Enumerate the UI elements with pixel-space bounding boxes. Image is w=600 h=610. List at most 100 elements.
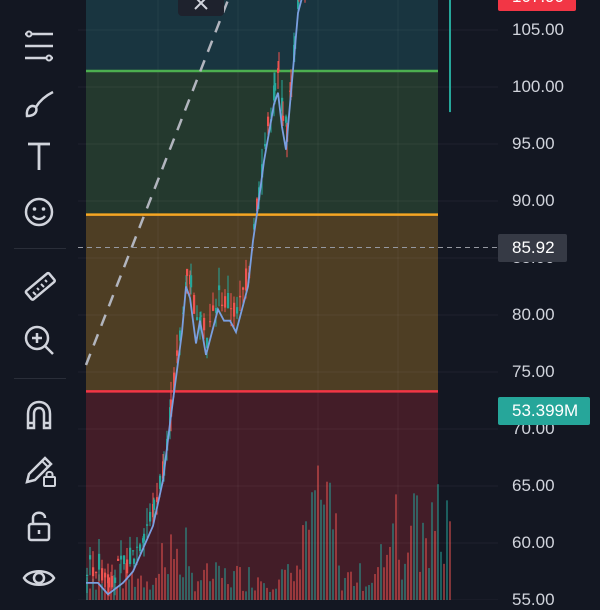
- eye-tool[interactable]: [14, 556, 64, 600]
- volume-bar: [89, 588, 91, 600]
- volume-bar: [332, 529, 334, 600]
- candle: [245, 268, 248, 291]
- volume-bar: [149, 589, 151, 600]
- ruler-tool[interactable]: [14, 264, 64, 308]
- fib-zone: [86, 214, 438, 392]
- toolbar-separator: [14, 248, 66, 249]
- volume-bar: [182, 577, 184, 600]
- lock-drawing-tool[interactable]: [14, 448, 64, 492]
- candle: [136, 546, 139, 548]
- candle: [281, 97, 284, 112]
- price-axis[interactable]: 105.00100.0095.0090.0085.0080.0075.0070.…: [498, 0, 600, 609]
- candle: [196, 317, 199, 321]
- candle: [193, 295, 196, 314]
- candle: [212, 305, 215, 311]
- volume-bar: [428, 568, 430, 600]
- candle: [236, 307, 239, 314]
- volume-bar: [320, 499, 322, 600]
- trend-line: [84, 0, 230, 366]
- price-tick: 105.00: [512, 20, 564, 39]
- close-icon: [194, 0, 208, 10]
- volume-bar: [137, 578, 139, 600]
- candle: [227, 293, 230, 309]
- candle: [126, 559, 129, 574]
- close-button[interactable]: [178, 0, 224, 16]
- volume-bar: [116, 586, 118, 600]
- candle: [153, 499, 156, 510]
- candle: [95, 572, 98, 574]
- volume-bar: [173, 559, 175, 600]
- volume-bar: [449, 521, 451, 600]
- volume-bar: [377, 567, 379, 600]
- candle: [218, 285, 221, 291]
- volume-bar: [392, 523, 394, 600]
- brush-tool[interactable]: [14, 80, 64, 124]
- price-tick: 60.00: [512, 533, 555, 552]
- volume-bar: [158, 573, 160, 600]
- volume-bar: [191, 572, 193, 600]
- volume-bar: [368, 585, 370, 600]
- volume-bar: [146, 581, 148, 600]
- eye-icon: [22, 570, 56, 586]
- candle: [278, 69, 281, 71]
- candle: [117, 558, 120, 561]
- volume-bar: [113, 575, 115, 600]
- volume-bar: [95, 589, 97, 600]
- candle: [143, 533, 146, 542]
- chart-area[interactable]: [78, 0, 498, 600]
- candle: [176, 350, 179, 356]
- volume-bar: [317, 465, 319, 600]
- price-tick: 95.00: [512, 134, 555, 153]
- candle: [206, 337, 209, 349]
- volume-bar: [407, 552, 409, 600]
- volume-bar: [353, 585, 355, 600]
- volume-bar: [242, 590, 244, 600]
- volume-bar: [167, 574, 169, 600]
- volume-bar: [374, 574, 376, 600]
- volume-bar: [335, 513, 337, 600]
- crosshair-price-label: 85.92: [498, 233, 567, 262]
- ruler-icon: [24, 271, 56, 301]
- candle: [282, 115, 285, 121]
- emoji-icon: [24, 197, 54, 227]
- candle: [285, 116, 288, 123]
- magnet-tool[interactable]: [14, 394, 64, 438]
- candle: [89, 555, 92, 560]
- volume-bar: [440, 551, 442, 600]
- volume-bar: [164, 567, 166, 600]
- volume-bar: [245, 591, 247, 600]
- volume-bar: [170, 534, 172, 600]
- emoji-tool[interactable]: [14, 190, 64, 234]
- volume-bar: [119, 563, 121, 600]
- text-tool-tool[interactable]: [14, 134, 64, 178]
- candle: [215, 307, 218, 313]
- volume-bar: [122, 588, 124, 600]
- brush-icon: [25, 90, 54, 118]
- zoom-in-tool[interactable]: [14, 318, 64, 362]
- unlock-tool[interactable]: [14, 504, 64, 548]
- candle: [139, 544, 142, 552]
- volume-bar: [326, 481, 328, 600]
- volume-bar: [185, 527, 187, 600]
- candle: [186, 268, 189, 276]
- volume-bar: [422, 522, 424, 600]
- fib-retracement-tool[interactable]: [14, 24, 64, 68]
- volume-bar: [215, 562, 217, 600]
- price-tick: 80.00: [512, 305, 555, 324]
- volume-bar: [197, 581, 199, 600]
- volume-bar: [155, 577, 157, 600]
- volume-bar: [347, 572, 349, 600]
- fib-zone: [86, 391, 438, 600]
- candle: [133, 558, 136, 564]
- volume-bar: [212, 578, 214, 600]
- volume-bar: [314, 490, 316, 600]
- volume-bar: [431, 502, 433, 600]
- line-tool-tool[interactable]: [14, 0, 64, 24]
- volume-bar: [413, 493, 415, 600]
- volume-bar: [188, 566, 190, 600]
- chart-canvas[interactable]: [78, 0, 498, 600]
- candle: [104, 573, 107, 578]
- volume-bar: [338, 565, 340, 600]
- volume-bar: [410, 525, 412, 600]
- volume-bar: [437, 484, 439, 600]
